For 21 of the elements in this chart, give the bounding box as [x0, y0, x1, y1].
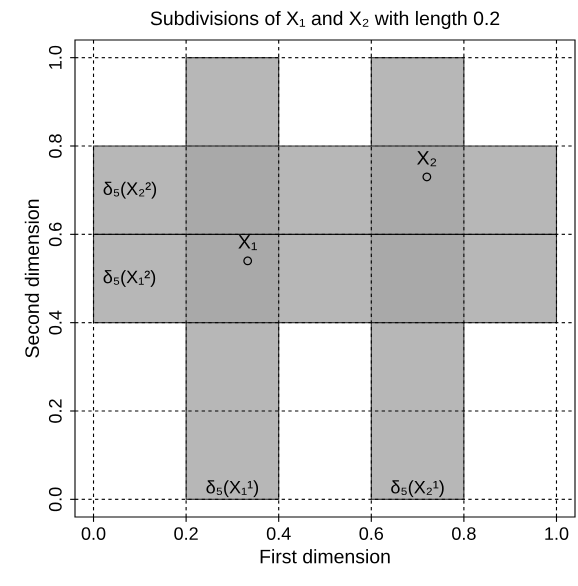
band-label: δ₅(X₂²): [104, 182, 156, 199]
x-tick-label: 0.6: [359, 527, 384, 540]
annotation: X₁: [238, 235, 257, 250]
annotation: X₂: [417, 151, 436, 166]
x-tick-label: 0.4: [266, 527, 291, 540]
y-tick-label: 0.2: [48, 399, 62, 423]
y-tick-label: 0.4: [48, 310, 62, 335]
band-label: δ₅(X₁²): [104, 270, 156, 287]
x-axis-title: First dimension: [260, 549, 390, 564]
y-axis-title: Second dimension: [24, 200, 40, 358]
x-tick-label: 1.0: [545, 527, 568, 540]
y-tick-label: 1.0: [48, 46, 62, 69]
x-tick-label: 0.0: [82, 527, 106, 540]
x-tick-label: 0.2: [174, 527, 198, 540]
band-label: δ₅(X₂¹): [391, 480, 444, 498]
y-tick-label: 0.6: [48, 222, 62, 246]
y-tick-label: 0.0: [48, 487, 62, 512]
band-label: δ₅(X₁¹): [206, 480, 258, 498]
x-tick-label: 0.8: [452, 527, 476, 540]
chart-title: Subdivisions of X₁ and X₂ with length 0.2: [150, 10, 500, 30]
y-tick-label: 0.8: [48, 134, 62, 158]
